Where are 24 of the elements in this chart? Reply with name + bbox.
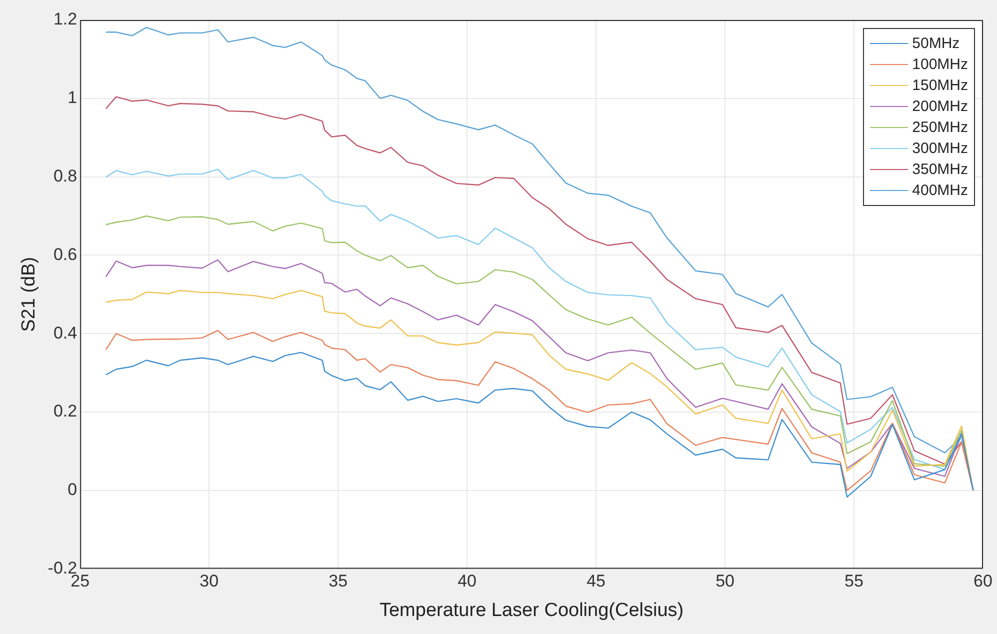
x-tick-label: 50: [716, 572, 734, 591]
legend-label: 250MHz: [912, 119, 968, 136]
y-tick-label: 0: [68, 480, 78, 500]
y-tick-label: 1.2: [53, 10, 78, 29]
x-axis-title: Temperature Laser Cooling(Celsius): [379, 600, 684, 621]
legend-label: 100MHz: [912, 56, 968, 73]
legend-label: 200MHz: [912, 98, 968, 115]
y-tick-label: 1: [68, 88, 78, 108]
legend-label: 300MHz: [912, 140, 968, 157]
x-tick-label: 55: [844, 572, 864, 591]
y-tick-label: 0.4: [53, 323, 78, 342]
x-tick-label: 60: [974, 572, 992, 591]
y-tick-label: 0.8: [53, 166, 78, 186]
legend-label: 350MHz: [912, 161, 968, 178]
x-tick-label: 40: [458, 572, 477, 591]
y-tick-label: 0.2: [53, 402, 78, 421]
legend-label: 400MHz: [912, 182, 968, 199]
x-tick-label: 35: [328, 572, 348, 591]
legend-label: 150MHz: [912, 77, 968, 94]
x-tick-label: 45: [586, 572, 606, 591]
legend-label: 50MHz: [912, 35, 960, 52]
x-tick-label: 30: [200, 572, 219, 591]
y-tick-label: 0.6: [53, 244, 78, 264]
y-axis-title: S21 (dB): [18, 256, 40, 332]
